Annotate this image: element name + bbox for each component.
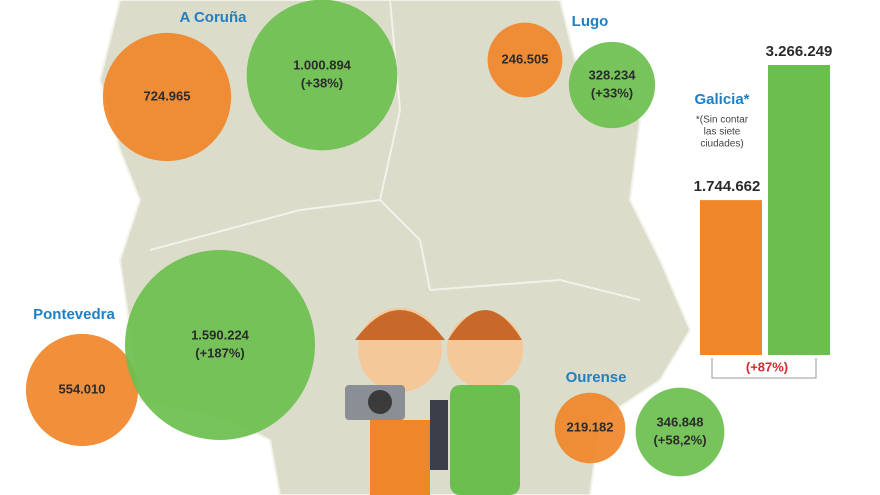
value-label: 554.010 (59, 381, 106, 396)
bubble (246, 0, 398, 151)
bubble (568, 41, 656, 129)
value-label: 346.848 (657, 414, 704, 429)
value-label: 724.965 (144, 88, 191, 103)
bubble (554, 392, 626, 464)
bracket (711, 358, 817, 379)
province-label: Pontevedra (33, 306, 115, 323)
change-label: (+187%) (195, 345, 245, 360)
note: las siete (704, 127, 741, 138)
province-label: Lugo (572, 13, 609, 30)
bubble (635, 387, 725, 477)
value-label: 3.266.249 (766, 43, 833, 60)
bubble (25, 333, 139, 447)
bubble (102, 32, 232, 162)
value-label: 1.590.224 (191, 327, 250, 342)
value-label: 246.505 (502, 51, 549, 66)
value-label: 1.000.894 (293, 57, 352, 72)
change-label: (+38%) (301, 75, 343, 90)
value-label: 1.744.662 (694, 178, 761, 195)
change-label: (+87%) (746, 359, 788, 374)
note: ciudades) (700, 139, 743, 150)
bar (700, 200, 762, 355)
value-label: 219.182 (567, 419, 614, 434)
change-label: (+58,2%) (653, 432, 706, 447)
bar (768, 65, 830, 355)
value-label: 328.234 (589, 67, 637, 82)
bubble (487, 22, 563, 98)
bar-title: Galicia* (694, 91, 749, 108)
bubble (125, 250, 315, 440)
change-label: (+33%) (591, 85, 633, 100)
province-label: A Coruña (180, 9, 248, 26)
province-label: Ourense (566, 369, 627, 386)
illustration (345, 308, 523, 495)
note: *(Sin contar (696, 115, 749, 126)
